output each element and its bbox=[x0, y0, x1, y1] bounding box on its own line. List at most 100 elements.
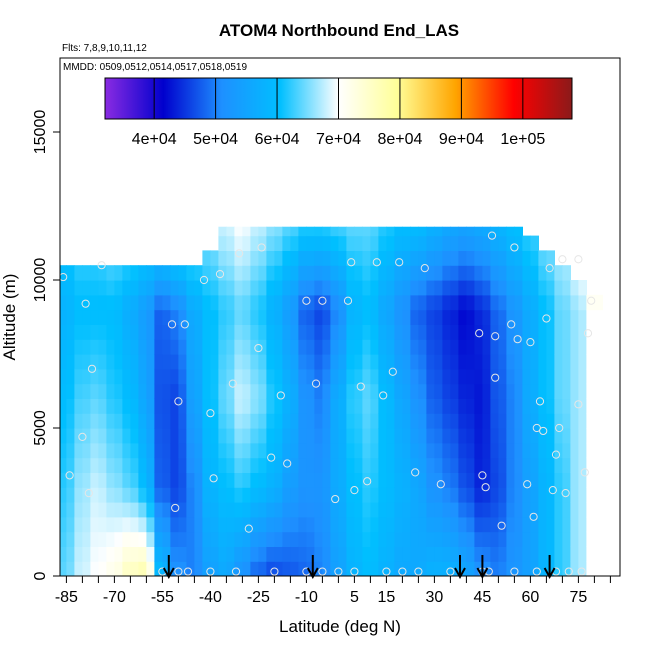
heatmap-cell bbox=[66, 561, 75, 576]
heatmap-cell bbox=[498, 398, 507, 414]
heatmap-cell bbox=[242, 457, 251, 473]
heatmap-cell bbox=[122, 442, 131, 459]
heatmap-cell bbox=[258, 280, 267, 296]
heatmap-cell bbox=[162, 413, 171, 429]
heatmap-cell bbox=[522, 250, 531, 266]
heatmap-cell bbox=[106, 457, 115, 473]
heatmap-cell bbox=[434, 383, 443, 399]
heatmap-cell bbox=[562, 472, 571, 488]
heatmap-cell bbox=[338, 487, 347, 503]
heatmap-cell bbox=[490, 546, 499, 562]
heatmap-cell bbox=[506, 457, 515, 473]
heatmap-cell bbox=[298, 265, 307, 281]
heatmap-cell bbox=[514, 383, 523, 399]
heatmap-cell bbox=[322, 368, 331, 385]
heatmap-cell bbox=[330, 354, 339, 370]
heatmap-cell bbox=[418, 226, 427, 237]
heatmap-cell bbox=[210, 368, 219, 385]
heatmap-cell bbox=[322, 383, 331, 399]
heatmap-cell bbox=[234, 368, 243, 385]
heatmap-cell bbox=[314, 442, 323, 459]
heatmap-cell bbox=[322, 280, 331, 296]
heatmap-cell bbox=[250, 265, 259, 281]
heatmap-cell bbox=[346, 472, 355, 488]
heatmap-cell bbox=[354, 546, 363, 562]
heatmap-cell bbox=[210, 354, 219, 370]
heatmap-cell bbox=[578, 516, 587, 533]
heatmap-cell bbox=[138, 502, 147, 518]
heatmap-cell bbox=[306, 398, 315, 414]
heatmap-cell bbox=[514, 472, 523, 488]
heatmap-cell bbox=[282, 324, 291, 340]
heatmap-cell bbox=[170, 442, 179, 459]
heatmap-cell bbox=[170, 561, 179, 576]
heatmap-cell bbox=[490, 265, 499, 281]
heatmap-cell bbox=[578, 487, 587, 503]
heatmap-cell bbox=[426, 294, 435, 311]
heatmap-cell bbox=[538, 324, 547, 340]
heatmap-cell bbox=[162, 339, 171, 355]
heatmap-cell bbox=[162, 324, 171, 340]
heatmap-cell bbox=[194, 309, 203, 325]
heatmap-cell bbox=[490, 294, 499, 311]
heatmap-cell bbox=[490, 516, 499, 533]
heatmap-cell bbox=[250, 487, 259, 503]
heatmap-cell bbox=[338, 531, 347, 547]
heatmap-cell bbox=[74, 339, 83, 355]
heatmap-cell bbox=[394, 502, 403, 518]
heatmap-cell bbox=[306, 235, 315, 251]
surface-point bbox=[577, 567, 586, 576]
heatmap-cell bbox=[298, 309, 307, 325]
heatmap-cell bbox=[346, 398, 355, 414]
heatmap-cell bbox=[530, 368, 539, 385]
heatmap-cell bbox=[146, 280, 155, 296]
heatmap-cell bbox=[506, 487, 515, 503]
heatmap-cell bbox=[282, 516, 291, 533]
heatmap-cell bbox=[498, 339, 507, 355]
heatmap-cell bbox=[386, 383, 395, 399]
surface-point bbox=[564, 567, 573, 576]
heatmap-cell bbox=[274, 280, 283, 296]
heatmap-cell bbox=[242, 546, 251, 562]
heatmap-cell bbox=[522, 546, 531, 562]
heatmap-cell bbox=[218, 516, 227, 533]
heatmap-cell bbox=[402, 413, 411, 429]
heatmap-cell bbox=[546, 516, 555, 533]
heatmap-cell bbox=[90, 502, 99, 518]
surface-point bbox=[382, 567, 391, 576]
heatmap-cell bbox=[274, 235, 283, 251]
heatmap-cell bbox=[282, 398, 291, 414]
heatmap-cell bbox=[426, 457, 435, 473]
heatmap-cell bbox=[578, 383, 587, 399]
heatmap-cell bbox=[586, 383, 595, 399]
surface-point bbox=[183, 567, 193, 576]
heatmap-cell bbox=[282, 250, 291, 266]
sample-point bbox=[81, 299, 90, 308]
heatmap-cell bbox=[522, 339, 531, 355]
heatmap-cell bbox=[186, 309, 195, 325]
heatmap-cell bbox=[210, 309, 219, 325]
heatmap-cell bbox=[530, 265, 539, 281]
heatmap-cell bbox=[458, 457, 467, 473]
heatmap-cell bbox=[402, 354, 411, 370]
heatmap-cell bbox=[346, 280, 355, 296]
heatmap-cell bbox=[490, 280, 499, 296]
heatmap-cell bbox=[114, 561, 123, 576]
heatmap-cell bbox=[362, 457, 371, 473]
heatmap-cell bbox=[466, 502, 475, 518]
x-tick-label: 60 bbox=[522, 589, 540, 606]
heatmap-cell bbox=[530, 487, 539, 503]
heatmap-cell bbox=[426, 487, 435, 503]
heatmap-cell bbox=[378, 398, 387, 414]
x-tick-label: 30 bbox=[426, 589, 444, 606]
heatmap-cell bbox=[66, 368, 75, 385]
heatmap-cell bbox=[418, 487, 427, 503]
heatmap-cell bbox=[202, 309, 211, 325]
heatmap-cell bbox=[66, 383, 75, 399]
heatmap-cell bbox=[402, 546, 411, 562]
heatmap-cell bbox=[66, 531, 75, 547]
heatmap-cell bbox=[298, 502, 307, 518]
heatmap-cell bbox=[418, 383, 427, 399]
heatmap-cell bbox=[226, 442, 235, 459]
heatmap-cell bbox=[226, 265, 235, 281]
